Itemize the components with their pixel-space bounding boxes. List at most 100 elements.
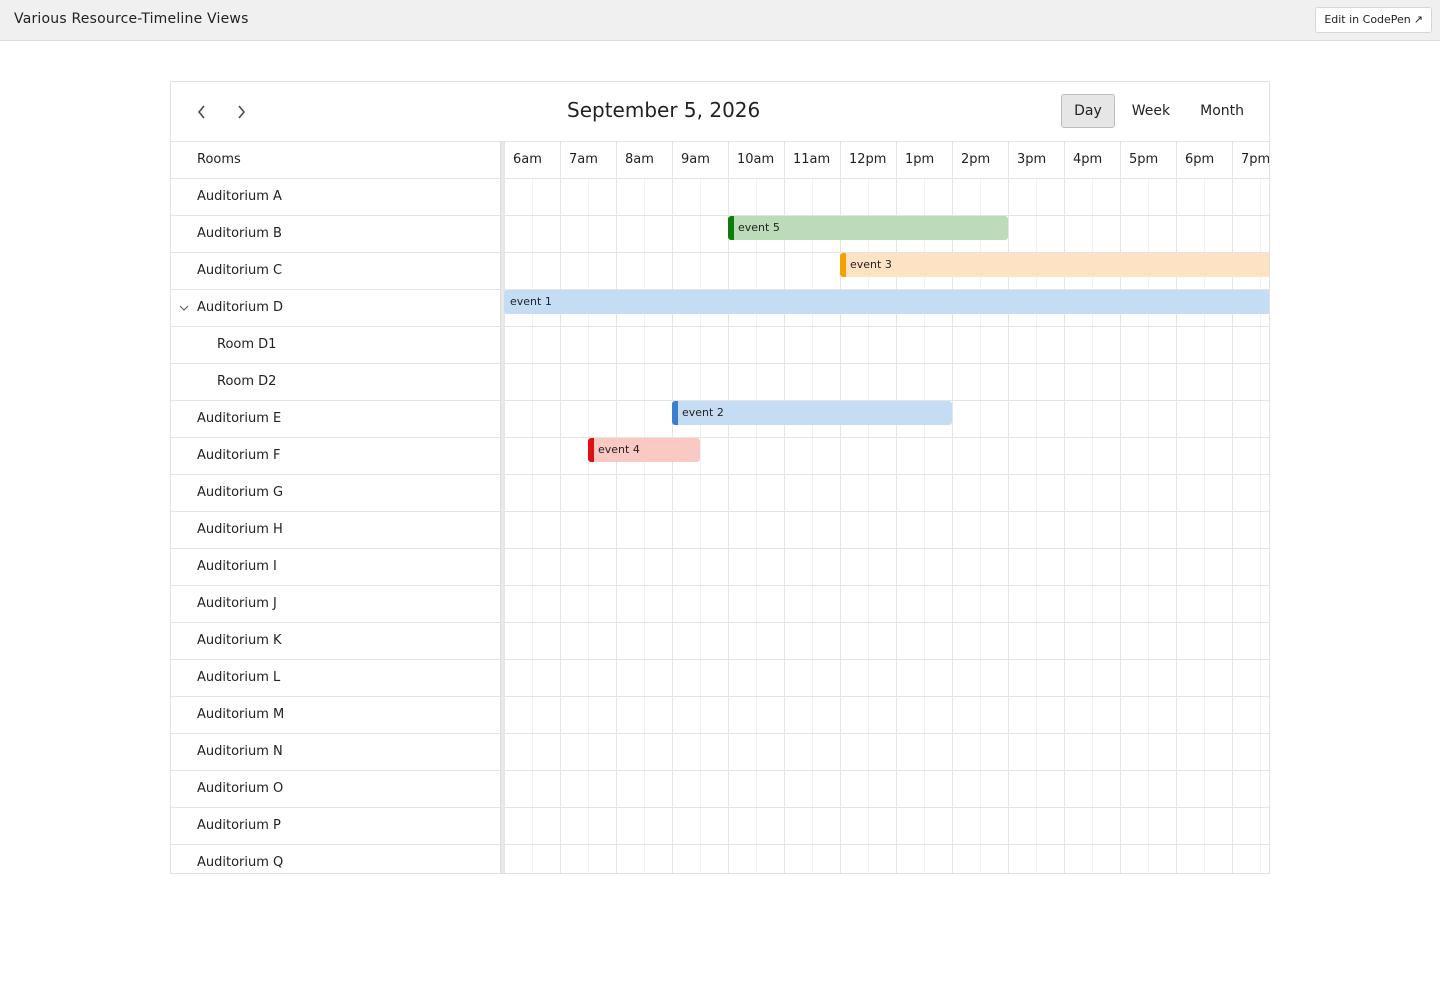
- current-date-title: September 5, 2026: [567, 98, 761, 122]
- resource-row: Auditorium Q: [171, 845, 500, 873]
- resource-label: Auditorium L: [197, 670, 281, 685]
- row-gridline: [504, 215, 1269, 216]
- timeline-event[interactable]: event 1: [504, 290, 1269, 314]
- time-slot-label: 8am: [616, 142, 672, 179]
- hour-gridline: [728, 179, 729, 873]
- half-hour-gridline: [1036, 179, 1037, 873]
- timeline-event[interactable]: event 5: [728, 216, 1008, 240]
- resource-row: Room D1: [171, 327, 500, 364]
- time-slot-header: 6am 7am 8am 9am 10am 11am 12pm 1pm 2pm 3pm 4pm 5pm 6…: [504, 142, 1269, 179]
- row-gridline: [504, 659, 1269, 660]
- resource-label: Auditorium C: [197, 263, 283, 278]
- resource-label: Auditorium J: [197, 596, 277, 611]
- half-hour-gridline: [1092, 179, 1093, 873]
- day-view-button[interactable]: Day: [1061, 94, 1115, 128]
- resource-row: Auditorium O: [171, 771, 500, 808]
- half-hour-gridline: [532, 179, 533, 873]
- next-button[interactable]: [228, 100, 254, 124]
- window-title: Various Resource-Timeline Views: [14, 11, 249, 27]
- time-slot-label: 6pm: [1176, 142, 1232, 179]
- resource-row: Auditorium P: [171, 808, 500, 845]
- resource-label: Auditorium N: [197, 744, 283, 759]
- resource-label: Auditorium D: [197, 300, 284, 315]
- row-gridline: [504, 770, 1269, 771]
- hour-gridline: [616, 179, 617, 873]
- resource-row: Auditorium F: [171, 438, 500, 475]
- half-hour-gridline: [644, 179, 645, 873]
- time-slot-label: 2pm: [952, 142, 1008, 179]
- row-gridline: [504, 548, 1269, 549]
- event-color-bar: [588, 438, 594, 462]
- time-slot-label: 9am: [672, 142, 728, 179]
- time-slot-label: 1pm: [896, 142, 952, 179]
- resource-label: Auditorium G: [197, 485, 284, 500]
- row-gridline: [504, 252, 1269, 253]
- half-hour-gridline: [1148, 179, 1149, 873]
- prev-button[interactable]: [189, 100, 215, 124]
- expand-toggle-icon[interactable]: [179, 290, 189, 342]
- row-gridline: [504, 363, 1269, 364]
- row-gridline: [504, 622, 1269, 623]
- half-hour-gridline: [924, 179, 925, 873]
- resource-row: Auditorium B: [171, 216, 500, 253]
- hour-gridline: [840, 179, 841, 873]
- row-gridline: [504, 511, 1269, 512]
- resource-label: Auditorium E: [197, 411, 282, 426]
- resource-list: Rooms Auditorium A Auditorium B Auditorium…: [171, 141, 500, 873]
- hour-gridline: [784, 179, 785, 873]
- resource-label: Auditorium O: [197, 781, 284, 796]
- event-title: event 3: [850, 258, 892, 271]
- resource-row: Auditorium I: [171, 549, 500, 586]
- edit-in-codepen-button[interactable]: Edit in CodePen ↗: [1315, 7, 1432, 33]
- timeline-body: event 5 event 3 event 1 event 2 event 4: [504, 179, 1269, 873]
- resource-label: Auditorium I: [197, 559, 277, 574]
- resource-row: Auditorium J: [171, 586, 500, 623]
- resource-row: Room D2: [171, 364, 500, 401]
- event-title: event 4: [598, 443, 640, 456]
- resource-row: Auditorium K: [171, 623, 500, 660]
- half-hour-gridline: [756, 179, 757, 873]
- resource-label: Auditorium B: [197, 226, 282, 241]
- resource-label: Auditorium Q: [197, 855, 284, 870]
- resource-column-header: Rooms: [171, 142, 500, 179]
- resource-row: Auditorium A: [171, 179, 500, 216]
- row-gridline: [504, 696, 1269, 697]
- time-slot-label: 10am: [728, 142, 784, 179]
- hour-gridline: [1008, 179, 1009, 873]
- time-slot-label: 7am: [560, 142, 616, 179]
- resource-row: Auditorium L: [171, 660, 500, 697]
- time-slot-label: 4pm: [1064, 142, 1120, 179]
- half-hour-gridline: [1260, 179, 1261, 873]
- resource-row: Auditorium H: [171, 512, 500, 549]
- calendar-toolbar: September 5, 2026 Day Week Month: [171, 82, 1269, 141]
- timeline-event[interactable]: event 3: [840, 253, 1269, 277]
- codepen-label: Edit in CodePen: [1324, 13, 1411, 26]
- resource-row: Auditorium G: [171, 475, 500, 512]
- time-slot-label: 5pm: [1120, 142, 1176, 179]
- chevron-right-icon: [238, 105, 245, 119]
- hour-gridline: [952, 179, 953, 873]
- row-gridline: [504, 289, 1269, 290]
- resource-label: Room D2: [217, 374, 277, 389]
- event-color-bar: [840, 253, 846, 277]
- resource-row: Auditorium E: [171, 401, 500, 438]
- chevron-left-icon: [198, 105, 205, 119]
- time-slot-label: 11am: [784, 142, 840, 179]
- row-gridline: [504, 585, 1269, 586]
- hour-gridline: [672, 179, 673, 873]
- pane-resizer[interactable]: [500, 141, 504, 873]
- timeline-event[interactable]: event 4: [588, 438, 700, 462]
- half-hour-gridline: [1204, 179, 1205, 873]
- hour-gridline: [560, 179, 561, 873]
- event-color-bar: [728, 216, 734, 240]
- week-view-button[interactable]: Week: [1119, 94, 1183, 128]
- resource-label: Auditorium K: [197, 633, 282, 648]
- timeline-event[interactable]: event 2: [672, 401, 952, 425]
- hour-gridline: [896, 179, 897, 873]
- hour-gridline: [1120, 179, 1121, 873]
- timeline-grid: 6am 7am 8am 9am 10am 11am 12pm 1pm 2pm 3pm 4pm 5pm 6…: [504, 141, 1269, 873]
- half-hour-gridline: [980, 179, 981, 873]
- row-gridline: [504, 807, 1269, 808]
- time-slot-label: 7pm: [1232, 142, 1269, 179]
- month-view-button[interactable]: Month: [1187, 94, 1257, 128]
